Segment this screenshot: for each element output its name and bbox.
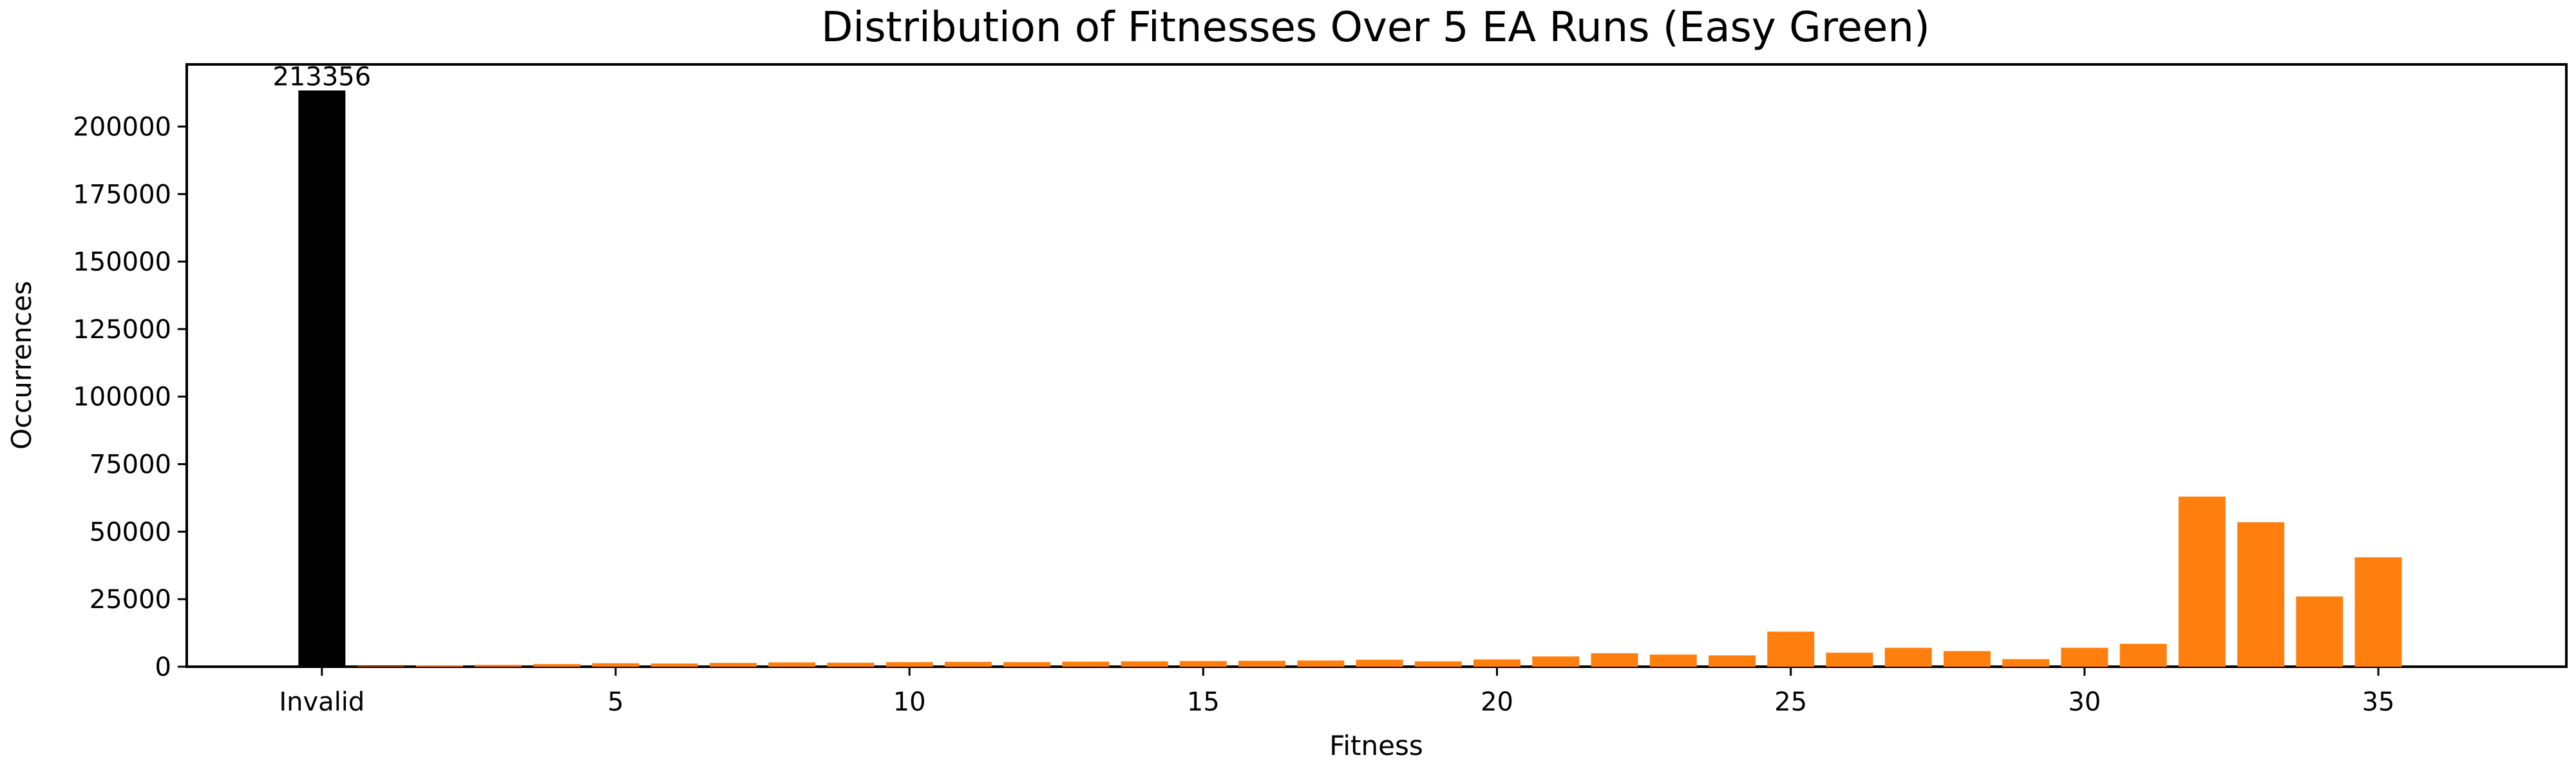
y-tick-label: 200000 bbox=[73, 112, 171, 142]
bar-24 bbox=[1708, 655, 1756, 667]
bar-35 bbox=[2354, 557, 2402, 667]
bar-12 bbox=[1003, 662, 1051, 667]
y-tick-label: 100000 bbox=[73, 383, 171, 412]
bar-26 bbox=[1826, 653, 1873, 667]
x-axis-label: Fitness bbox=[1329, 730, 1423, 761]
data-label-0: 213356 bbox=[272, 62, 371, 91]
bar-0 bbox=[298, 90, 346, 667]
bars-group bbox=[298, 90, 2402, 667]
x-axis: Invalid 5 10 15 20 25 30 35 bbox=[279, 667, 2395, 717]
y-axis: 0 25000 50000 75000 100000 125000 150000 175000… bbox=[73, 112, 187, 682]
chart-title: Distribution of Fitnesses Over 5 EA Runs… bbox=[821, 4, 1930, 52]
bar-5 bbox=[592, 663, 639, 667]
bar-18 bbox=[1356, 660, 1403, 667]
bar-27 bbox=[1884, 647, 1932, 667]
bar-14 bbox=[1121, 661, 1168, 667]
bar-3 bbox=[475, 665, 522, 667]
bar-4 bbox=[533, 663, 581, 667]
bar-23 bbox=[1649, 654, 1697, 667]
bar-22 bbox=[1591, 653, 1638, 667]
y-tick-label: 150000 bbox=[73, 247, 171, 277]
bar-10 bbox=[886, 662, 933, 667]
y-tick-label: 50000 bbox=[90, 517, 171, 547]
x-tick-label: 35 bbox=[2362, 687, 2395, 717]
x-tick-label: 10 bbox=[893, 687, 926, 717]
bar-29 bbox=[2002, 659, 2050, 667]
bar-25 bbox=[1767, 631, 1815, 667]
annotations-group: 213356 bbox=[272, 62, 371, 91]
bar-32 bbox=[2178, 496, 2226, 667]
bar-11 bbox=[944, 662, 992, 667]
bar-7 bbox=[709, 663, 757, 667]
bar-6 bbox=[650, 663, 698, 667]
bar-16 bbox=[1238, 660, 1286, 667]
bar-13 bbox=[1062, 662, 1110, 667]
x-tick-label: 30 bbox=[2068, 687, 2101, 717]
bar-28 bbox=[1943, 651, 1991, 667]
x-tick-label: 5 bbox=[607, 687, 623, 717]
bar-9 bbox=[827, 662, 875, 667]
x-tick-label: 20 bbox=[1481, 687, 1513, 717]
bar-19 bbox=[1414, 661, 1462, 667]
bar-21 bbox=[1532, 656, 1580, 667]
bar-34 bbox=[2296, 596, 2344, 667]
x-tick-label: Invalid bbox=[279, 687, 365, 717]
bar-30 bbox=[2061, 647, 2108, 667]
y-tick-label: 75000 bbox=[90, 450, 171, 480]
y-tick-label: 125000 bbox=[73, 315, 171, 345]
y-tick-label: 0 bbox=[155, 653, 171, 682]
y-axis-label: Occurrences bbox=[6, 281, 37, 450]
x-tick-label: 15 bbox=[1187, 687, 1220, 717]
y-tick-label: 25000 bbox=[90, 585, 171, 615]
x-tick-label: 25 bbox=[1774, 687, 1807, 717]
bar-1 bbox=[357, 666, 404, 667]
bar-15 bbox=[1179, 661, 1227, 667]
bar-17 bbox=[1297, 660, 1345, 667]
y-tick-label: 175000 bbox=[73, 180, 171, 209]
bar-2 bbox=[415, 665, 463, 667]
bar-31 bbox=[2119, 644, 2167, 667]
bar-20 bbox=[1473, 659, 1521, 667]
bar-33 bbox=[2237, 522, 2285, 667]
bar-8 bbox=[768, 662, 816, 667]
